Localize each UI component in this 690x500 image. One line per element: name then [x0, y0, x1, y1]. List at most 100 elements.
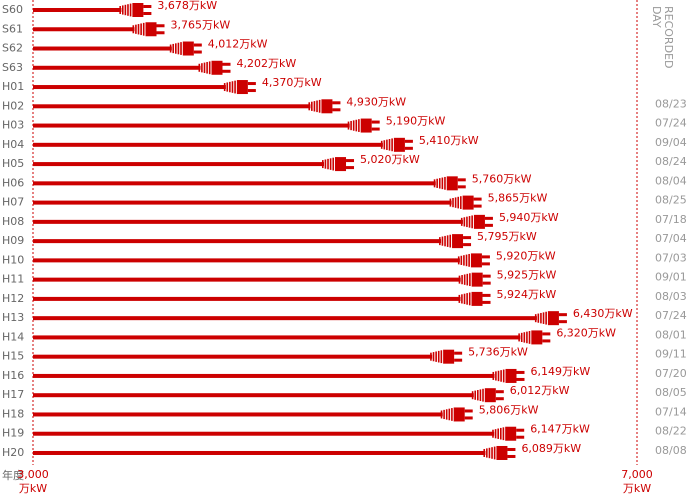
bar [33, 316, 537, 321]
plug-icon [492, 426, 525, 441]
plug-prong [484, 223, 493, 227]
plug-prong [464, 409, 473, 413]
plug-rib [518, 333, 520, 342]
plug-rib [438, 178, 441, 189]
x-unit-label: 万kW [623, 482, 651, 495]
plug-prong [404, 146, 413, 150]
plug-rib [226, 82, 229, 92]
plug-rib [316, 100, 318, 113]
plug-rib [526, 331, 528, 344]
plug-prong [482, 281, 491, 285]
recorded-day-heading: RECORDED [662, 6, 675, 68]
plug-rib [435, 351, 437, 362]
plug-body [505, 368, 517, 383]
plug-rib [471, 215, 473, 229]
category-label: H04 [2, 138, 24, 151]
plug-prong [482, 300, 491, 304]
bar [33, 162, 325, 167]
category-label: H15 [2, 350, 24, 363]
plug-prong [482, 293, 491, 297]
plug-rib [454, 197, 457, 208]
plug-prong [156, 24, 165, 28]
bar [33, 296, 461, 301]
plug-rib [121, 5, 124, 15]
plug-rib [460, 255, 463, 265]
bar [33, 431, 495, 436]
category-axis-label: 年度 [2, 468, 24, 482]
plug-icon [198, 60, 231, 75]
plug-rib [311, 101, 313, 111]
category-label: H14 [2, 330, 24, 343]
recorded-day: 09/01 [655, 271, 687, 284]
plug-prong [558, 313, 567, 317]
plug-icon [483, 445, 516, 460]
plug-prong [222, 69, 231, 73]
plug-icon [322, 157, 355, 172]
category-label: H03 [2, 119, 24, 132]
bar [33, 85, 226, 90]
bar [33, 393, 474, 398]
plug-rib [537, 313, 540, 323]
bar [33, 123, 350, 128]
plug-icon [460, 214, 493, 229]
plug-icon [347, 118, 380, 133]
plug-prong [371, 120, 380, 124]
recorded-day: 09/04 [655, 136, 687, 149]
plug-rib [540, 312, 542, 324]
plug-rib [545, 311, 547, 325]
plug-rib [137, 24, 140, 35]
plug-rib [172, 43, 175, 54]
value-label: 3,678万kW [157, 0, 217, 12]
plug-body [462, 195, 474, 210]
plug-rib [231, 81, 234, 93]
plug-rib [446, 235, 449, 247]
plug-icon [471, 388, 504, 403]
plug-rib [468, 292, 471, 306]
plug-body [470, 253, 482, 268]
plug-rib [201, 63, 203, 73]
plug-icon [439, 234, 472, 249]
plug-icon [430, 349, 463, 364]
plug-rib [468, 253, 470, 267]
plug-prong [346, 159, 355, 163]
bar [33, 65, 201, 70]
plug-prong [495, 390, 504, 394]
plug-prong [516, 435, 525, 439]
plug-rib [332, 157, 335, 171]
plug-rib [223, 83, 226, 92]
plug-prong [247, 82, 256, 86]
plug-rib [491, 447, 493, 459]
value-label: 4,202万kW [237, 57, 297, 70]
plug-rib [437, 350, 440, 363]
plug-icon [449, 195, 482, 210]
plug-rib [440, 410, 443, 419]
plug-rib [308, 102, 311, 111]
recorded-day: 08/24 [655, 155, 687, 168]
plug-rib [444, 176, 446, 190]
plug-rib [358, 119, 360, 132]
plug-icon [169, 41, 202, 56]
plug-body [145, 22, 157, 37]
plug-prong [156, 31, 165, 35]
plug-icon [223, 80, 256, 95]
plug-prong [507, 454, 516, 458]
category-label: H05 [2, 157, 24, 170]
plug-rib [448, 408, 451, 421]
plug-body [484, 388, 496, 403]
plug-rib [206, 61, 208, 74]
recorded-day: 08/23 [655, 97, 687, 110]
plug-rib [127, 4, 129, 16]
bar [33, 412, 443, 417]
plug-rib [460, 217, 463, 226]
plug-rib [468, 216, 471, 228]
value-label: 5,190万kW [386, 115, 446, 128]
plug-rib [520, 332, 523, 343]
recorded-day: 08/03 [655, 290, 687, 303]
plug-body [446, 176, 458, 191]
category-label: H08 [2, 215, 24, 228]
value-label: 5,806万kW [479, 403, 539, 416]
plug-prong [222, 62, 231, 66]
plug-prong [481, 255, 490, 259]
category-label: H18 [2, 407, 24, 420]
recorded-day: 08/22 [655, 425, 687, 438]
